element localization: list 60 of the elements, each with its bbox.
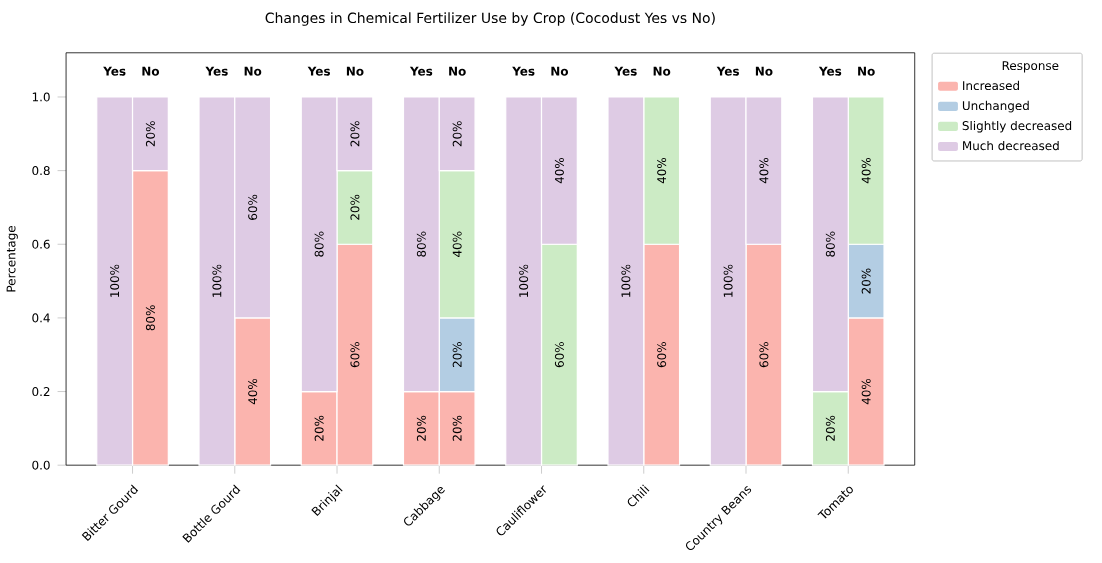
y-axis-title: Percentage	[6, 225, 18, 292]
data-label: 20%	[350, 121, 360, 147]
y-tick-label: 0.4	[32, 313, 50, 323]
data-label: 80%	[314, 231, 324, 257]
legend-label: Unchanged	[962, 100, 1029, 113]
y-tick-label: 0.0	[32, 460, 50, 470]
chart-title: Changes in Chemical Fertilizer Use by Crop (Cocodust Yes vs No)	[265, 12, 715, 26]
x-tick-label: No	[244, 66, 262, 76]
data-label: 60%	[759, 341, 769, 368]
data-label: 20%	[145, 121, 155, 147]
x-tick-label: Yes	[205, 66, 228, 76]
data-label: 20%	[314, 415, 324, 441]
x-tick-label: Yes	[512, 66, 535, 76]
data-label: 80%	[416, 231, 426, 257]
data-label: 20%	[350, 194, 360, 220]
data-label: 20%	[825, 415, 835, 441]
x-tick-label: No	[449, 66, 466, 76]
data-label: 100%	[519, 264, 529, 297]
legend-label: Slightly decreased	[962, 120, 1072, 133]
data-label: 40%	[452, 231, 462, 257]
x-tick-label: No	[142, 66, 160, 76]
data-label: 80%	[825, 231, 835, 257]
data-label: 100%	[723, 264, 733, 297]
x-tick-label: Yes	[716, 66, 739, 76]
data-label: 20%	[452, 415, 462, 441]
data-label: 20%	[861, 268, 871, 294]
data-label: 20%	[452, 121, 462, 147]
x-tick-label: Yes	[818, 66, 842, 76]
data-label: 20%	[452, 341, 462, 367]
data-label: 60%	[657, 341, 667, 368]
data-label: 20%	[416, 415, 426, 441]
x-tick-label: Yes	[409, 66, 433, 76]
x-tick-label: No	[858, 66, 875, 76]
x-tick-label: No	[346, 66, 364, 76]
data-label: 40%	[759, 157, 769, 184]
data-label: 100%	[212, 264, 222, 297]
data-label: 40%	[657, 157, 667, 184]
x-tick-label: No	[755, 66, 773, 76]
data-label: 40%	[861, 157, 871, 184]
legend-title: Response	[1002, 61, 1059, 73]
data-label: 40%	[861, 378, 871, 405]
data-label: 80%	[145, 305, 155, 331]
data-label: 100%	[621, 264, 631, 297]
data-label: 40%	[248, 378, 258, 405]
y-tick-label: 0.8	[32, 165, 50, 175]
data-label: 40%	[554, 157, 564, 184]
x-tick-label: Yes	[103, 66, 126, 76]
x-tick-label: Yes	[614, 66, 637, 76]
x-tick-label: No	[653, 66, 671, 76]
x-tick-label: No	[551, 66, 569, 76]
x-tick-label: Yes	[307, 66, 330, 76]
y-tick-label: 1.0	[32, 92, 50, 102]
data-label: 60%	[248, 194, 258, 220]
legend-label: Increased	[963, 80, 1019, 90]
data-label: 60%	[350, 341, 360, 368]
data-label: 100%	[110, 264, 120, 297]
y-tick-label: 0.6	[32, 239, 50, 249]
legend-label: Much decreased	[963, 140, 1059, 151]
y-tick-label: 0.2	[32, 386, 50, 396]
data-label: 60%	[554, 341, 564, 368]
